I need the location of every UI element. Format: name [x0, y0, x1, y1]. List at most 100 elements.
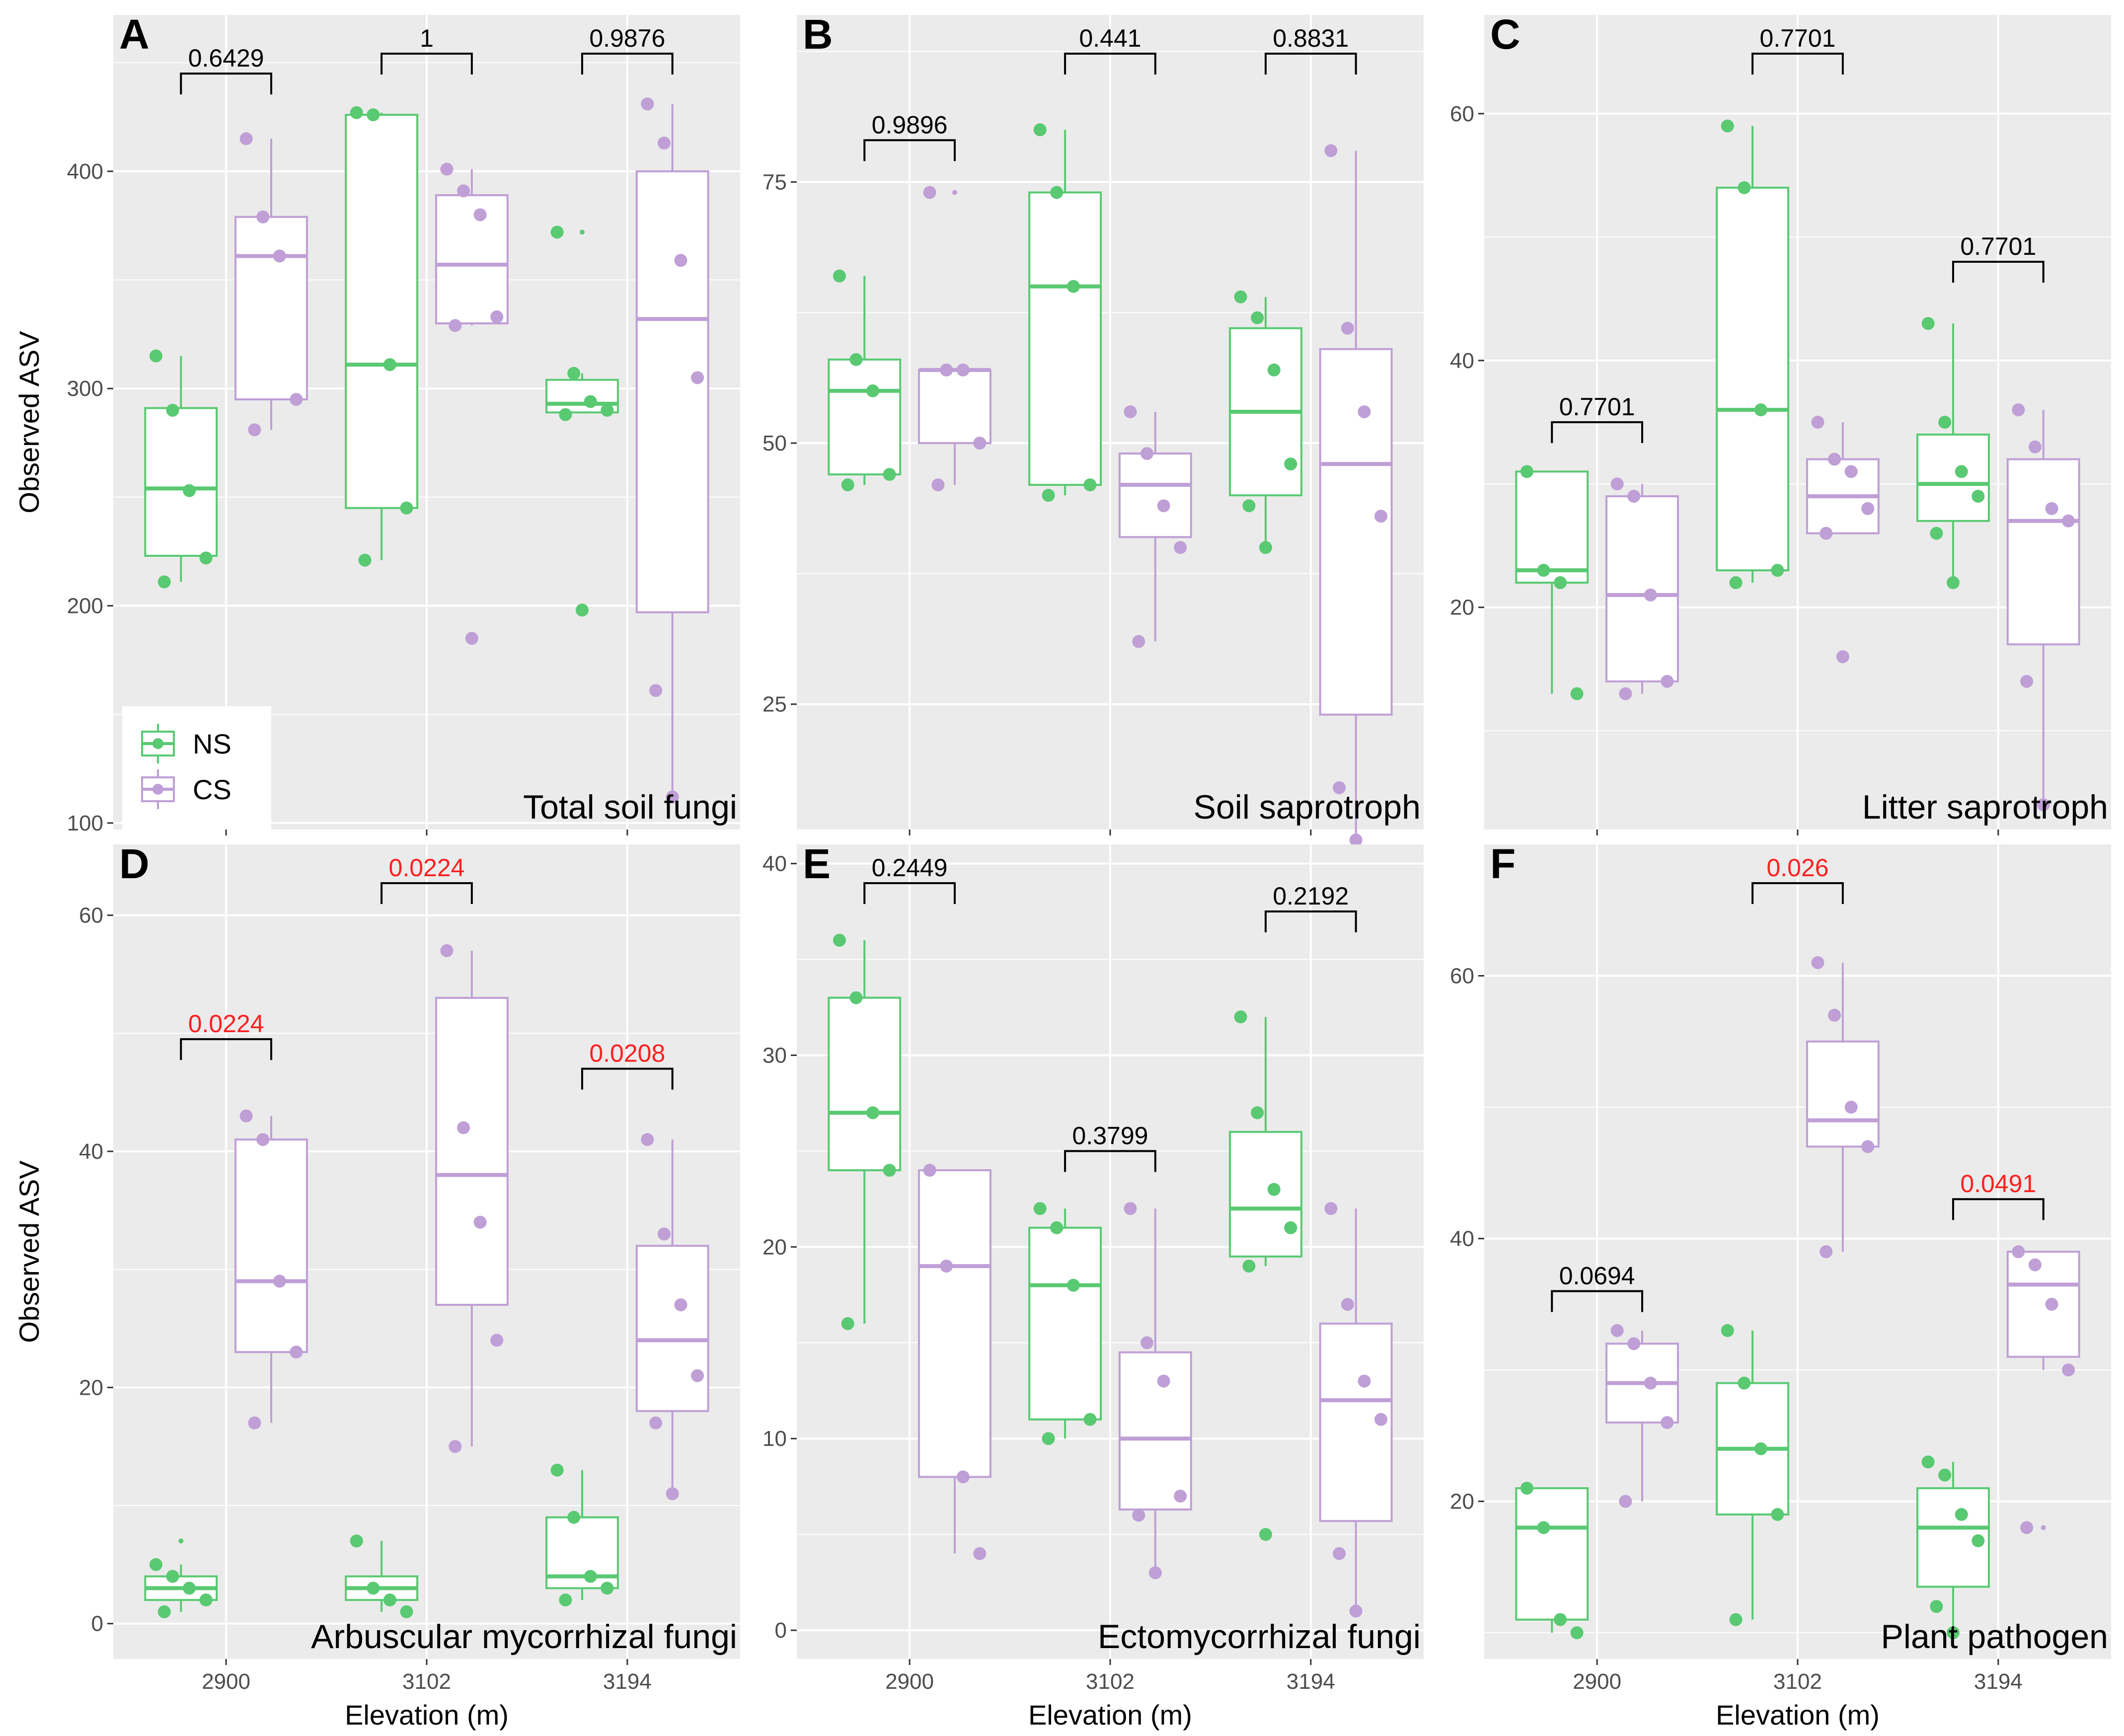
data-point: [1554, 1613, 1567, 1626]
data-point: [1537, 1521, 1550, 1534]
data-point: [1738, 181, 1751, 194]
outlier-point: [579, 229, 585, 235]
legend-label: CS: [193, 774, 231, 805]
y-axis-title: Observed ASV: [13, 331, 45, 514]
box-ns-2900: [828, 269, 902, 492]
data-point: [657, 1227, 671, 1241]
y-tick-label: 60: [1450, 964, 1474, 988]
p-value-label: 0.2449: [872, 854, 948, 882]
panel-letter: E: [803, 840, 831, 887]
panel-title: Total soil fungi: [523, 788, 737, 826]
data-point: [674, 254, 687, 267]
box-ns-2900: [144, 1538, 218, 1618]
comparison-3102: 0.026: [1751, 854, 1844, 904]
legend-key-point: [152, 784, 163, 795]
data-point: [1721, 1324, 1734, 1337]
y-tick-label: 20: [1450, 596, 1474, 620]
p-value-label: 0.9896: [872, 111, 948, 139]
y-tick-label: 20: [762, 1235, 787, 1259]
comparison-bracket: [1064, 1150, 1156, 1172]
data-point: [256, 210, 270, 224]
data-point: [1619, 1495, 1632, 1508]
box-ns-3194: [545, 226, 619, 617]
data-point: [641, 1133, 654, 1146]
data-point: [559, 408, 572, 421]
data-point: [248, 423, 261, 437]
comparison-bracket: [180, 73, 273, 95]
data-point: [940, 1259, 953, 1273]
panel-letter: F: [1490, 840, 1516, 887]
box-ns-3102: [1716, 1324, 1790, 1626]
data-point: [1627, 490, 1641, 503]
box-body: [1515, 1487, 1589, 1621]
data-point: [350, 1534, 363, 1548]
data-point: [1738, 1376, 1751, 1390]
box-body: [234, 1138, 308, 1354]
box-ns-3102: [1716, 119, 1790, 590]
box-body: [1028, 1226, 1102, 1421]
data-point: [1033, 1202, 1047, 1215]
data-point: [841, 1317, 854, 1330]
data-point: [1771, 1508, 1784, 1521]
box-cs-2900: [918, 186, 991, 492]
box-ns-2900: [1515, 465, 1589, 700]
legend: NS CS: [122, 706, 271, 830]
data-point: [1124, 405, 1137, 418]
data-point: [601, 1582, 614, 1595]
data-point: [1033, 123, 1047, 137]
x-tick-label: 3102: [402, 1669, 451, 1694]
data-point: [383, 358, 396, 372]
data-point: [550, 1463, 564, 1477]
p-value-label: 0.0208: [589, 1040, 665, 1067]
data-point: [1946, 1626, 1960, 1640]
box-cs-2900: [918, 1164, 991, 1560]
p-value-label: 0.7701: [1559, 393, 1635, 421]
y-tick-label: 25: [762, 692, 787, 717]
data-point: [1721, 119, 1734, 133]
box-cs-3102: [435, 944, 509, 1453]
box-cs-3194: [2006, 1245, 2080, 1534]
data-point: [1132, 635, 1145, 648]
data-point: [149, 1558, 162, 1571]
data-point: [457, 1121, 470, 1134]
data-point: [866, 384, 880, 397]
panel-letter: B: [803, 11, 833, 58]
comparison-2900: 0.2449: [863, 854, 956, 904]
data-point: [1570, 687, 1584, 700]
data-point: [273, 1275, 286, 1288]
data-point: [973, 437, 986, 450]
data-point: [1520, 465, 1533, 478]
data-point: [183, 484, 196, 497]
comparison-3194: 0.0208: [581, 1040, 674, 1090]
box-cs-2900: [234, 132, 308, 437]
p-value-label: 0.9876: [589, 24, 665, 52]
comparison-bracket: [863, 882, 956, 904]
comparison-3194: 0.9876: [581, 24, 674, 75]
comparison-2900: 0.0694: [1551, 1262, 1644, 1312]
data-point: [1729, 1613, 1743, 1626]
data-point: [1661, 1416, 1674, 1429]
data-point: [2020, 1521, 2034, 1534]
box-cs-3194: [635, 97, 709, 804]
data-point: [956, 1470, 970, 1484]
data-point: [239, 132, 253, 146]
data-point: [1661, 675, 1674, 688]
data-point: [956, 363, 970, 377]
data-point: [1267, 363, 1281, 377]
box-body: [1118, 1351, 1192, 1511]
data-point: [1050, 186, 1063, 199]
comparison-bracket: [380, 882, 473, 904]
y-axis-title: Observed ASV: [13, 1160, 45, 1343]
y-tick-label: 40: [79, 1139, 103, 1164]
comparison-bracket: [1064, 53, 1156, 75]
box-ns-3102: [1028, 123, 1102, 502]
box-body: [2006, 1251, 2080, 1358]
data-point: [1124, 1202, 1137, 1215]
data-point: [1627, 1337, 1641, 1351]
p-value-label: 0.6429: [188, 44, 264, 72]
data-point: [1174, 1490, 1187, 1503]
data-point: [183, 1582, 196, 1595]
comparison-bracket: [380, 53, 473, 75]
